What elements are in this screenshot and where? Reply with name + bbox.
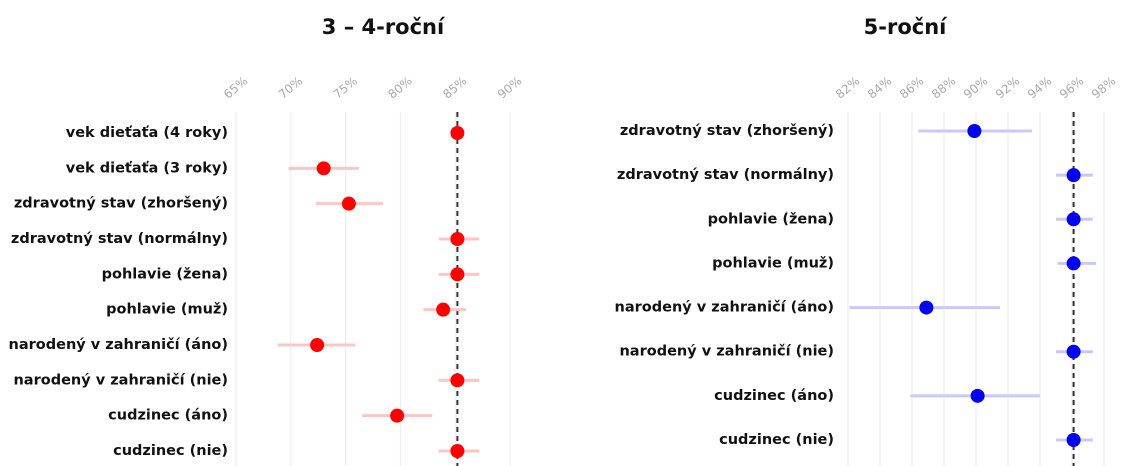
x-tick-label: 75%: [331, 74, 360, 102]
row-label: pohlavie (muž): [106, 302, 228, 318]
point: [450, 444, 465, 458]
x-tick-label: 85%: [440, 74, 469, 102]
row-label: zdravotný stav (normálny): [617, 167, 834, 183]
row-label: narodený v zahraničí (nie): [13, 372, 228, 388]
row-label: pohlavie (žena): [102, 266, 228, 282]
point: [1066, 344, 1081, 359]
point: [970, 388, 985, 403]
x-tick-label: 70%: [276, 74, 305, 102]
point: [450, 373, 465, 388]
x-tick-label: 92%: [993, 74, 1022, 102]
point: [310, 338, 325, 352]
chart-title: 3 – 4-roční: [322, 15, 446, 39]
point: [450, 267, 465, 282]
row-label: pohlavie (muž): [712, 255, 834, 271]
x-tick-label: 84%: [865, 74, 894, 102]
point: [390, 408, 405, 423]
point: [316, 161, 331, 176]
row-label: cudzinec (nie): [719, 432, 834, 448]
x-tick-label: 94%: [1025, 74, 1054, 102]
x-tick-label: 65%: [221, 74, 250, 102]
row-label: vek dieťaťa (4 roky): [66, 125, 228, 141]
row-label: zdravotný stav (zhoršený): [14, 196, 228, 212]
x-tick-label: 98%: [1089, 74, 1118, 102]
point: [1066, 256, 1081, 271]
row-label: cudzinec (nie): [113, 443, 228, 459]
x-tick-label: 82%: [833, 74, 862, 102]
row-label: zdravotný stav (normálny): [11, 231, 228, 247]
x-tick-label: 86%: [897, 74, 926, 102]
point: [436, 302, 451, 317]
point: [1066, 433, 1081, 447]
x-tick-label: 96%: [1057, 74, 1086, 102]
row-label: narodený v zahraničí (áno): [615, 300, 834, 316]
row-label: vek dieťaťa (3 roky): [66, 160, 228, 176]
x-tick-label: 90%: [495, 74, 524, 102]
x-tick-label: 90%: [961, 74, 990, 102]
x-tick-label: 88%: [929, 74, 958, 102]
point: [341, 196, 356, 211]
row-label: narodený v zahraničí (áno): [9, 337, 228, 353]
point: [1066, 168, 1081, 183]
point: [1066, 212, 1081, 227]
row-label: pohlavie (žena): [708, 211, 834, 227]
row-label: cudzinec (áno): [714, 388, 834, 404]
x-tick-label: 80%: [385, 74, 414, 102]
point: [967, 124, 982, 138]
point: [450, 126, 465, 140]
row-label: zdravotný stav (zhoršený): [620, 123, 834, 139]
row-label: narodený v zahraničí (nie): [619, 344, 834, 360]
point: [919, 300, 934, 315]
point: [450, 232, 465, 246]
chart-title: 5-roční: [864, 15, 949, 39]
row-label: cudzinec (áno): [108, 408, 228, 424]
